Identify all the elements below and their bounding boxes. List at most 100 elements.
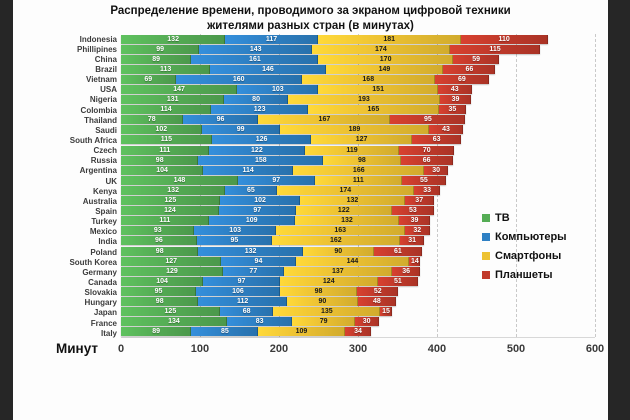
stacked-bar: 125 102 132 37 [121, 196, 595, 206]
gridline [199, 34, 201, 337]
bar-segment-computers: 77 [222, 266, 284, 276]
bar-segment-tv: 111 [121, 216, 209, 226]
x-axis-ticks: 0 100 200 300 400 500 600 [118, 343, 604, 357]
bar-segment-smartphones: 170 [318, 54, 453, 64]
legend-item-tablets: Планшеты [482, 269, 567, 281]
bar-row: 102 99 189 43 [121, 125, 595, 135]
bar-segment-tablets: 39 [440, 95, 471, 105]
chart-title-line1: Распределение времени, проводимого за эк… [110, 5, 511, 17]
stacked-bar: 111 122 119 70 [121, 145, 595, 155]
bar-row: 111 122 119 70 [121, 145, 595, 155]
bar-row: 131 80 193 39 [121, 95, 595, 105]
right-letterbox-bar [608, 0, 630, 420]
bar-segment-computers: 97 [237, 175, 315, 185]
bar-segment-computers: 68 [219, 307, 274, 317]
bar-segment-computers: 158 [198, 155, 324, 165]
country-label: India [98, 237, 117, 247]
bar-segment-tablets: 43 [429, 125, 464, 135]
bar-row: 78 96 167 95 [121, 115, 595, 125]
bar-segment-smartphones: 144 [295, 256, 410, 266]
bar-segment-tv: 102 [121, 125, 202, 135]
country-label: Germany [82, 267, 117, 277]
bar-row: 134 83 79 30 [121, 317, 595, 327]
bar-segment-tablets: 30 [424, 165, 449, 175]
country-label: Poland [90, 247, 117, 257]
bar-segment-computers: 132 [198, 246, 303, 256]
country-label: South Africa [69, 135, 117, 145]
stacked-bar: 69 160 168 69 [121, 74, 595, 84]
bar-row: 95 106 98 52 [121, 286, 595, 296]
bar-segment-tablets: 110 [460, 34, 548, 44]
stacked-bar: 104 97 124 51 [121, 276, 595, 286]
bar-segment-tv: 78 [121, 115, 183, 125]
stacked-bar: 132 117 181 110 [121, 34, 595, 44]
bar-segment-tv: 147 [121, 85, 238, 95]
bar-row: 127 94 144 14 [121, 256, 595, 266]
bar-segment-tv: 98 [121, 296, 199, 306]
bar-segment-smartphones: 79 [292, 317, 355, 327]
stacked-bar: 96 95 162 31 [121, 236, 595, 246]
legend-label: Компьютеры [495, 231, 567, 243]
x-tick-label: 400 [427, 343, 447, 355]
country-label: Mexico [89, 227, 117, 237]
bar-segment-tablets: 36 [391, 266, 421, 276]
stacked-bar: 124 97 122 53 [121, 206, 595, 216]
bar-row: 125 102 132 37 [121, 196, 595, 206]
country-label: Russia [90, 156, 117, 166]
x-tick-label: 600 [585, 343, 605, 355]
bar-segment-tablets: 69 [434, 74, 490, 84]
bar-segment-smartphones: 124 [279, 276, 378, 286]
bar-segment-tv: 69 [121, 74, 176, 84]
stacked-bar: 134 83 79 30 [121, 317, 595, 327]
stacked-bar: 89 85 109 34 [121, 327, 595, 337]
bar-segment-computers: 99 [201, 125, 280, 135]
bar-segment-smartphones: 132 [294, 216, 400, 226]
stacked-bar: 132 65 174 33 [121, 185, 595, 195]
stacked-bar: 104 114 166 30 [121, 165, 595, 175]
bar-segment-smartphones: 149 [325, 64, 444, 74]
bar-row: 129 77 137 36 [121, 266, 595, 276]
bar-row: 98 132 90 61 [121, 246, 595, 256]
bar-segment-smartphones: 90 [302, 246, 374, 256]
bar-segment-tv: 113 [121, 64, 211, 74]
bar-segment-smartphones: 174 [276, 185, 415, 195]
bar-segment-computers: 97 [203, 276, 280, 286]
bar-segment-tv: 132 [121, 185, 226, 195]
bar-row: 148 97 111 55 [121, 175, 595, 185]
bar-segment-tv: 114 [121, 105, 212, 115]
bar-segment-tablets: 95 [390, 115, 466, 125]
bar-segment-tablets: 52 [357, 286, 399, 296]
stacked-bar: 111 109 132 39 [121, 216, 595, 226]
country-label: Thailand [84, 115, 117, 125]
bar-segment-smartphones: 168 [301, 74, 435, 84]
bar-segment-tablets: 30 [354, 317, 379, 327]
bar-segment-tablets: 66 [443, 64, 496, 74]
bar-segment-tv: 148 [121, 175, 238, 185]
legend-label: ТВ [495, 212, 510, 224]
bar-segment-tv: 93 [121, 226, 195, 236]
bar-row: 96 95 162 31 [121, 236, 595, 246]
legend-swatch-tablets [482, 271, 490, 279]
bar-segment-smartphones: 119 [305, 145, 400, 155]
bar-segment-computers: 96 [182, 115, 259, 125]
country-label: Czech [93, 146, 117, 156]
bar-segment-tv: 98 [121, 246, 199, 256]
bar-segment-smartphones: 162 [271, 236, 400, 246]
bar-segment-smartphones: 151 [318, 85, 438, 95]
bar-row: 125 68 135 15 [121, 307, 595, 317]
x-tick-label: 500 [506, 343, 526, 355]
country-label: Colombia [80, 105, 117, 115]
bar-segment-smartphones: 109 [258, 327, 345, 337]
bar-segment-tv: 124 [121, 206, 219, 216]
bar-row: 111 109 132 39 [121, 216, 595, 226]
country-label: France [90, 318, 117, 328]
legend-swatch-smartphones [482, 252, 490, 260]
bar-row: 89 161 170 59 [121, 54, 595, 64]
bar-segment-tablets: 55 [402, 175, 446, 185]
country-label: China [94, 54, 117, 64]
bar-segment-computers: 85 [191, 327, 259, 337]
bar-segment-tv: 89 [121, 327, 192, 337]
bar-segment-tv: 104 [121, 165, 204, 175]
bar-segment-computers: 161 [191, 54, 319, 64]
stacked-bar: 98 158 98 66 [121, 155, 595, 165]
